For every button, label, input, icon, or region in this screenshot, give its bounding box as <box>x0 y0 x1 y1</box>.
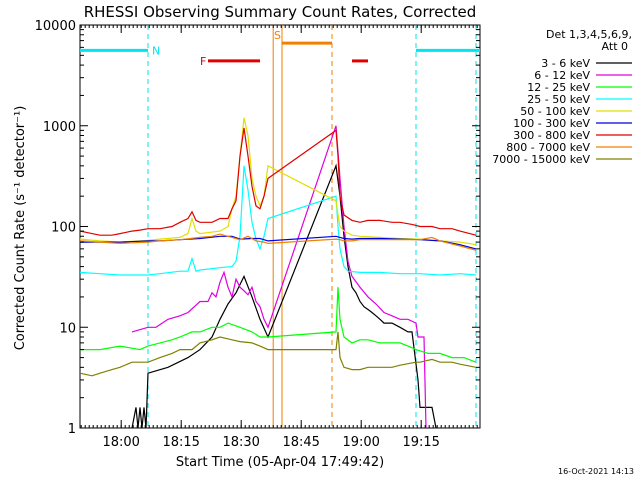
y-tick-label: 10000 <box>35 19 76 34</box>
y-axis: 1 10 100 1000 10000 <box>35 19 480 437</box>
y-axis-label: Corrected Count Rate (s⁻¹ detector⁻¹) <box>13 106 28 351</box>
legend-entry-label: 100 - 300 keV <box>513 117 590 130</box>
x-tick-label: 18:45 <box>282 435 319 450</box>
x-tick-label: 18:00 <box>102 435 139 450</box>
x-tick-label: 18:15 <box>162 435 199 450</box>
flag-label: S <box>274 29 281 42</box>
legend-header-line-1: Det 1,3,4,5,6,9, <box>546 28 632 41</box>
x-axis: 18:00 18:15 18:30 18:45 19:00 19:15 <box>80 25 478 450</box>
legend-entry-label: 800 - 7000 keV <box>506 141 590 154</box>
x-tick-label: 19:15 <box>402 435 439 450</box>
footer-timestamp: 16-Oct-2021 14:13 <box>558 467 634 476</box>
flag-label: F <box>200 55 206 68</box>
legend-entry-label: 12 - 25 keV <box>527 81 590 94</box>
flag-bars: N F S <box>80 29 480 68</box>
series-line <box>80 287 477 363</box>
legend-entry-label: 300 - 800 keV <box>513 129 590 142</box>
series-line <box>131 125 427 429</box>
legend-entry-label: 6 - 12 keV <box>534 69 590 82</box>
series-group <box>79 117 477 429</box>
x-tick-label: 18:30 <box>222 435 259 450</box>
y-tick-label: 100 <box>51 221 76 236</box>
legend-entry-label: 25 - 50 keV <box>527 93 590 106</box>
y-tick-label: 1 <box>68 422 76 437</box>
y-tick-label: 10 <box>59 321 76 336</box>
series-line <box>79 127 477 236</box>
series-line <box>79 165 477 276</box>
flag-label: N <box>152 44 160 57</box>
series-line <box>131 163 437 429</box>
legend-entry-label: 7000 - 15000 keV <box>492 153 590 166</box>
series-line <box>79 233 477 251</box>
x-axis-label: Start Time (05-Apr-04 17:49:42) <box>176 455 384 470</box>
series-line <box>79 117 477 246</box>
x-tick-label: 19:00 <box>342 435 379 450</box>
legend-entry-label: 50 - 100 keV <box>520 105 590 118</box>
series-line <box>79 331 477 377</box>
chart-title: RHESSI Observing Summary Count Rates, Co… <box>84 3 477 21</box>
legend-entry-label: 3 - 6 keV <box>541 57 590 70</box>
y-tick-label: 1000 <box>43 120 76 135</box>
legend-header-line-2: Att 0 <box>602 40 628 53</box>
